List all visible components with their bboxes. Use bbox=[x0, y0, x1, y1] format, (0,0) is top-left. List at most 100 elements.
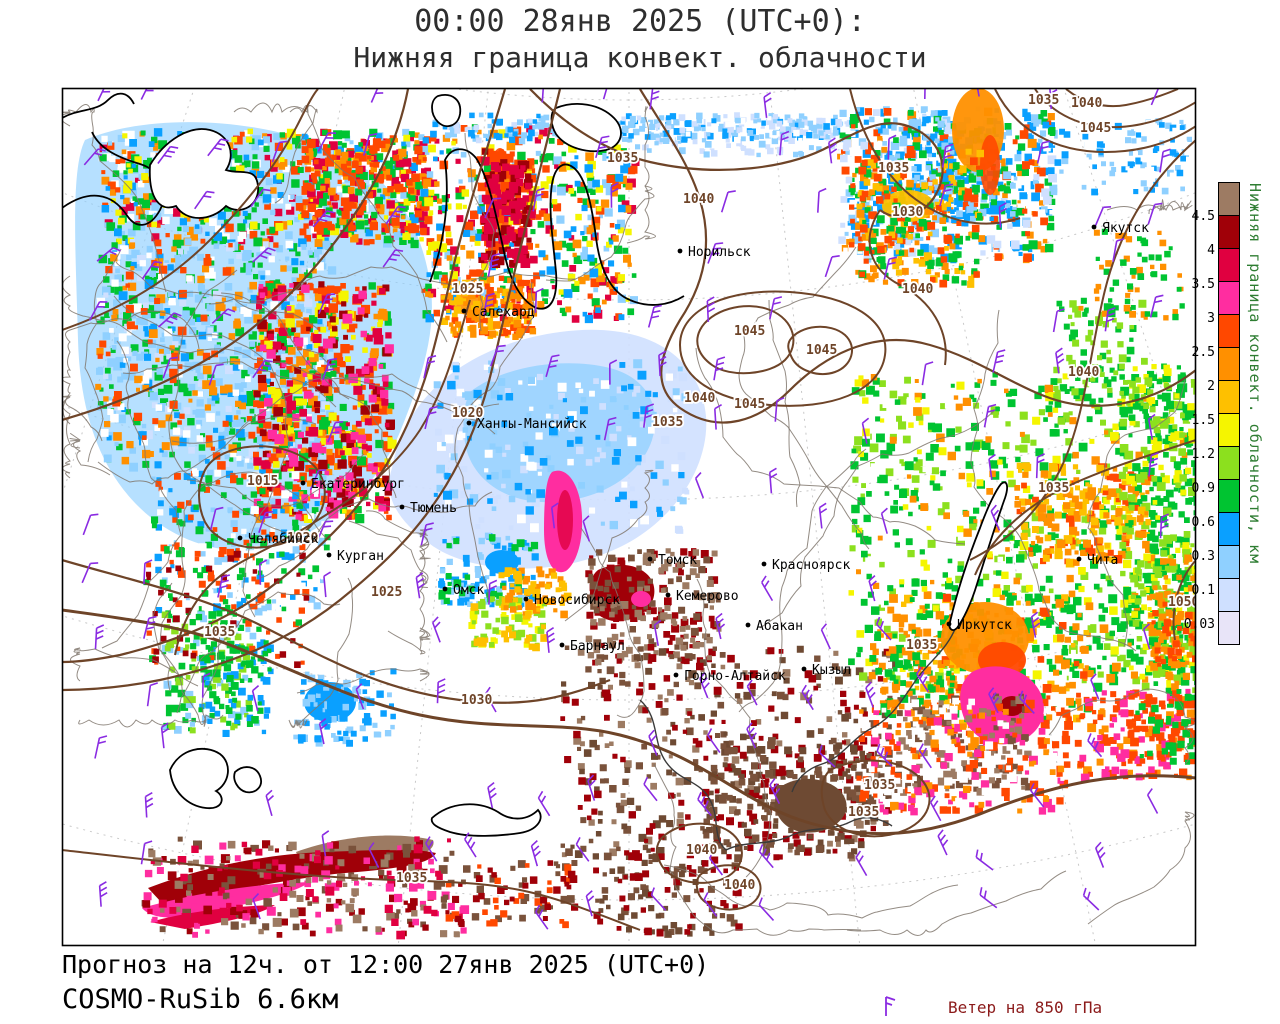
wind-barb bbox=[924, 89, 933, 100]
wind-barb bbox=[703, 892, 718, 917]
wind-barb bbox=[883, 256, 898, 280]
isobar-label: 1035 bbox=[848, 805, 879, 820]
wind-barb bbox=[251, 685, 260, 712]
wind-barb bbox=[252, 893, 261, 920]
city-dot bbox=[1076, 556, 1082, 562]
wind-barb bbox=[271, 140, 288, 163]
colorbar-segment bbox=[1218, 479, 1240, 513]
wind-barb bbox=[658, 350, 667, 377]
wind-barb bbox=[355, 683, 365, 710]
wind-barb bbox=[1159, 148, 1171, 173]
wind-barb bbox=[541, 89, 552, 103]
wind-barb bbox=[209, 506, 224, 530]
wind-barb bbox=[918, 743, 932, 769]
city-label: Курган bbox=[337, 549, 384, 564]
wind-barb bbox=[983, 403, 997, 428]
colorbar-tick: 0.03 bbox=[1183, 617, 1215, 632]
wind-barb bbox=[532, 187, 545, 212]
wind-barb bbox=[603, 416, 617, 441]
wind-barb bbox=[1035, 453, 1045, 479]
city-dot bbox=[461, 308, 467, 314]
colorbar-segment bbox=[1218, 413, 1240, 447]
isobar-label: 1035 bbox=[652, 415, 683, 430]
cloud-base-field bbox=[75, 89, 1195, 940]
wind-barb bbox=[488, 579, 498, 605]
wind-barb bbox=[1146, 788, 1159, 814]
wind-barb bbox=[160, 722, 170, 749]
wind-barb bbox=[208, 363, 224, 386]
colorbar-segment bbox=[1218, 314, 1240, 348]
wind-barb bbox=[490, 344, 506, 367]
isobar-label: 1045 bbox=[806, 343, 837, 358]
city-label: Салехард bbox=[472, 305, 535, 320]
colorbar-segment bbox=[1218, 215, 1240, 249]
colorbar-label: Нижняя граница конвект. облачности, км bbox=[1246, 183, 1264, 565]
wind-barb bbox=[990, 504, 1001, 531]
wind-barb bbox=[535, 904, 549, 930]
wind-barb bbox=[1104, 307, 1116, 332]
wind-barb bbox=[650, 887, 667, 911]
city-label: Барнаул bbox=[570, 639, 625, 654]
wind-barb bbox=[769, 296, 783, 320]
wind-barb bbox=[988, 687, 1000, 714]
isobar-label: 1045 bbox=[734, 324, 765, 339]
wind-barb bbox=[143, 615, 157, 639]
map-title: 00:00 28янв 2025 (UTC+0): Нижняя граница… bbox=[0, 4, 1280, 74]
wind-barb bbox=[322, 357, 338, 381]
wind-barb bbox=[939, 183, 954, 207]
title-line1: 00:00 28янв 2025 (UTC+0): bbox=[414, 4, 866, 39]
city-dot bbox=[523, 596, 529, 602]
colorbar-segment bbox=[1218, 182, 1240, 216]
wind-barb bbox=[140, 840, 153, 865]
wind-barb bbox=[482, 292, 495, 317]
colorbar-segment bbox=[1218, 611, 1240, 645]
city-dot bbox=[466, 420, 472, 426]
city-dot bbox=[761, 561, 767, 567]
wind-barb bbox=[487, 252, 501, 277]
wind-barb bbox=[545, 354, 560, 378]
wind-barb bbox=[88, 301, 108, 321]
wind-barb bbox=[855, 850, 868, 876]
isobars bbox=[63, 89, 1195, 931]
wind-barb bbox=[81, 562, 99, 584]
isobar-label: 1025 bbox=[452, 282, 483, 297]
wind-barb bbox=[587, 774, 596, 801]
wind-barb bbox=[94, 735, 108, 759]
wind-barb bbox=[595, 135, 610, 159]
wind-barb bbox=[550, 502, 559, 529]
admin-borders bbox=[63, 102, 1195, 936]
wind-barb bbox=[98, 881, 108, 907]
isobar-label: 1025 bbox=[371, 585, 402, 600]
isobar-label: 1040 bbox=[724, 878, 755, 893]
colorbar-tick: 2 bbox=[1207, 379, 1215, 394]
wind-barb bbox=[941, 143, 954, 168]
wind-barb bbox=[1036, 140, 1051, 164]
wind-barb bbox=[998, 202, 1007, 228]
wind-barb bbox=[817, 187, 827, 213]
colorbar-strip bbox=[1218, 182, 1240, 645]
wind-barb bbox=[484, 197, 502, 219]
city-dot bbox=[673, 672, 679, 678]
city-dot bbox=[665, 592, 671, 598]
wind-barb bbox=[309, 469, 327, 491]
wind-barb bbox=[643, 403, 655, 428]
wind-barb bbox=[431, 616, 441, 643]
wind-barb bbox=[368, 842, 380, 868]
wind-barb bbox=[1030, 611, 1041, 638]
wind-barb bbox=[758, 844, 774, 869]
wind-barb bbox=[312, 210, 335, 228]
wind-barb bbox=[763, 92, 772, 118]
isobar-label: 1035 bbox=[204, 625, 235, 640]
footer-forecast: Прогноз на 12ч. от 12:00 27янв 2025 (UTC… bbox=[62, 950, 710, 979]
wind-barbs bbox=[81, 89, 1171, 930]
wind-barb bbox=[707, 728, 721, 754]
city-dot bbox=[801, 666, 807, 672]
wind-barb bbox=[649, 89, 661, 110]
wind-barb bbox=[758, 897, 775, 921]
colorbar-segment bbox=[1218, 248, 1240, 282]
colorbar-segment bbox=[1218, 446, 1240, 480]
wind-barb bbox=[801, 684, 814, 711]
wind-barb bbox=[201, 672, 211, 698]
wind-barb bbox=[1082, 887, 1100, 911]
